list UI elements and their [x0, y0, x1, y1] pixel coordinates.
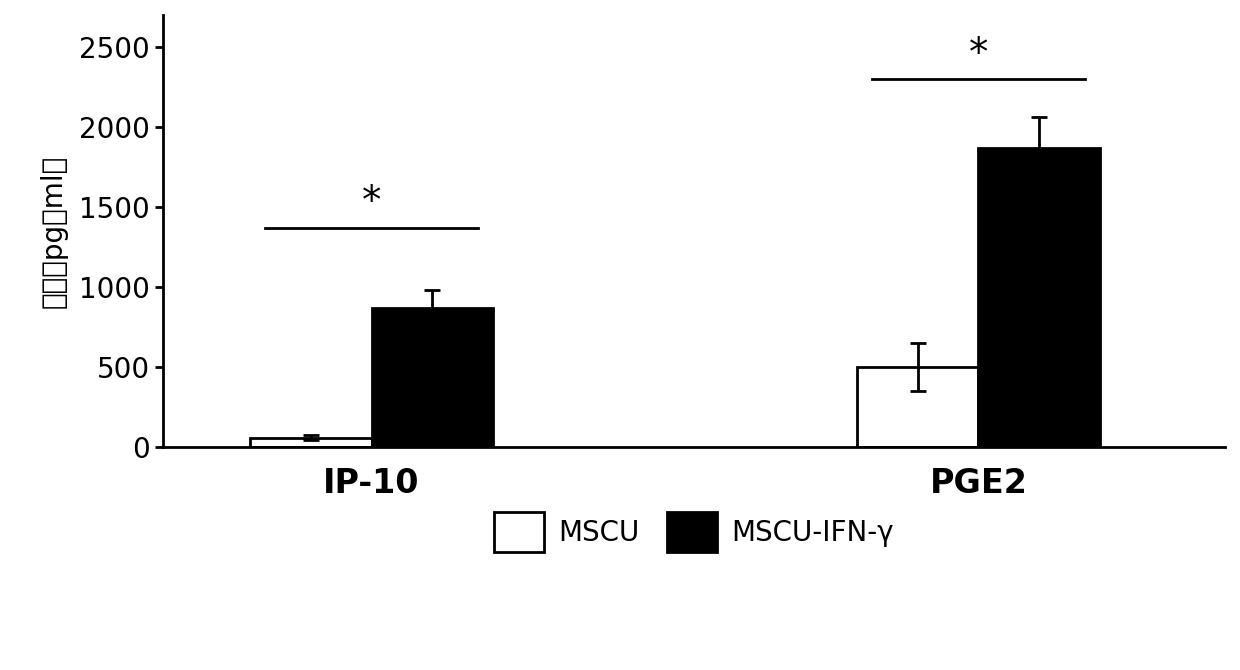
- Bar: [978, 148, 1100, 447]
- Text: *: *: [362, 184, 381, 222]
- Text: *: *: [968, 35, 988, 72]
- Legend: MSCU, MSCU-IFN-γ: MSCU, MSCU-IFN-γ: [484, 501, 905, 563]
- Y-axis label: 浓度（pg／ml）: 浓度（pg／ml）: [40, 154, 68, 308]
- Bar: [372, 308, 494, 447]
- Bar: [250, 438, 372, 447]
- Bar: [857, 367, 978, 447]
